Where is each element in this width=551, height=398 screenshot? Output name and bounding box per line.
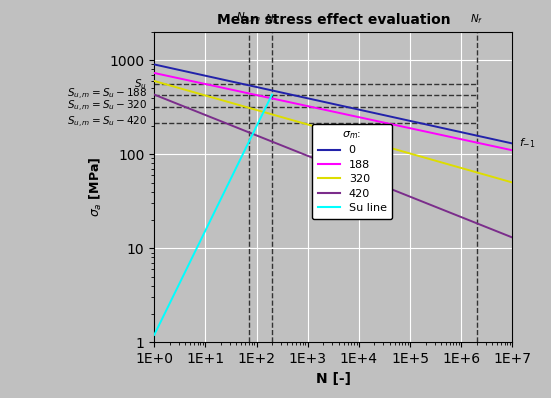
Title: Mean stress effect evaluation: Mean stress effect evaluation <box>217 12 450 27</box>
Y-axis label: $\sigma_a$ [MPa]: $\sigma_a$ [MPa] <box>88 157 104 217</box>
Text: $N_{u,m}$: $N_{u,m}$ <box>236 10 261 25</box>
Text: $S_{u,m}=S_u-320$: $S_{u,m}=S_u-320$ <box>67 99 147 114</box>
Text: $N_f$: $N_f$ <box>470 12 483 25</box>
Legend: 0, 188, 320, 420, Su line: 0, 188, 320, 420, Su line <box>312 124 392 219</box>
X-axis label: N [-]: N [-] <box>316 372 351 386</box>
Text: $S_u$: $S_u$ <box>134 77 147 91</box>
Text: $N_u$: $N_u$ <box>265 12 279 25</box>
Text: $S_{u,m}=S_u-188$: $S_{u,m}=S_u-188$ <box>67 87 147 102</box>
Text: $S_{u,m}=S_u-420$: $S_{u,m}=S_u-420$ <box>67 115 147 131</box>
Text: $f_{-1}$: $f_{-1}$ <box>520 137 536 150</box>
